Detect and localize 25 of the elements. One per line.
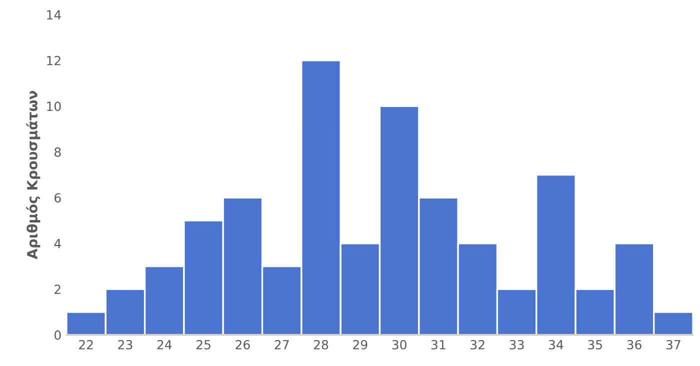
x-tick-label: 27 (274, 340, 289, 350)
x-tick-label: 24 (157, 340, 172, 350)
y-tick-label: 10 (47, 102, 61, 112)
x-tick-label: 30 (392, 340, 406, 350)
x-tick-label: 32 (470, 340, 484, 350)
y-tick-label: 2 (54, 284, 60, 294)
y-tick-label: 12 (47, 56, 60, 66)
y-tick-label: 4 (54, 239, 61, 248)
x-tick-label: 22 (79, 340, 93, 350)
y-tick-label: 6 (54, 193, 61, 203)
x-tick-label: 31 (431, 340, 446, 350)
x-tick-label: 33 (510, 340, 524, 350)
x-tick-label: 35 (588, 340, 602, 350)
x-tick-label: 34 (548, 340, 564, 350)
x-tick-label: 36 (627, 340, 642, 350)
x-tick-label: 25 (196, 340, 210, 350)
y-tick-label: 0 (54, 330, 61, 340)
x-tick-label: 23 (118, 340, 132, 350)
y-tick-label: 8 (54, 147, 61, 157)
y-tick-label: 14 (47, 10, 61, 20)
x-tick-label: 29 (353, 340, 368, 350)
x-tick-label: 28 (314, 340, 328, 350)
x-tick-label: 26 (236, 340, 250, 350)
x-tick-label: 37 (666, 340, 680, 350)
y-axis-title: Αριθμός Κρουσμάτων (26, 90, 40, 260)
